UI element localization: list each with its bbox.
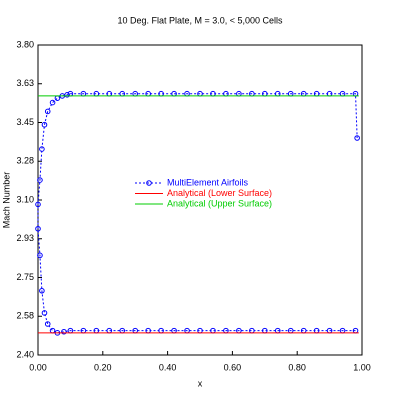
y-tick-label: 3.63 bbox=[16, 78, 34, 88]
y-tick-label: 3.28 bbox=[16, 156, 34, 166]
marker bbox=[37, 177, 43, 183]
marker bbox=[54, 95, 61, 101]
y-tick-label: 2.93 bbox=[16, 233, 34, 243]
marker bbox=[41, 310, 48, 316]
y-tick-label: 2.40 bbox=[16, 349, 34, 359]
y-tick-label: 2.58 bbox=[16, 311, 34, 321]
y-tick-label: 3.80 bbox=[16, 39, 34, 49]
chart-title: 10 Deg. Flat Plate, M = 3.0, < 5,000 Cel… bbox=[117, 15, 283, 25]
x-tick-label: 0.60 bbox=[224, 362, 242, 372]
marker bbox=[64, 92, 70, 98]
marker bbox=[61, 328, 67, 335]
marker bbox=[41, 121, 48, 128]
marker bbox=[49, 327, 56, 334]
series-line bbox=[37, 93, 358, 334]
y-tick-label: 2.75 bbox=[16, 272, 34, 282]
legend-marker bbox=[146, 180, 152, 186]
marker bbox=[35, 225, 41, 232]
y-tick-label: 3.10 bbox=[16, 194, 34, 204]
marker bbox=[49, 99, 56, 106]
x-tick-label: 1.00 bbox=[353, 362, 371, 372]
y-tick-label: 3.45 bbox=[16, 117, 34, 127]
marker bbox=[44, 108, 51, 115]
marker bbox=[354, 135, 360, 141]
legend-label: MultiElement Airfoils bbox=[167, 177, 249, 187]
y-axis-label: Mach Number bbox=[1, 172, 11, 229]
x-tick-label: 0.00 bbox=[29, 362, 47, 372]
legend-label: Analytical (Lower Surface) bbox=[167, 188, 272, 198]
x-tick-label: 0.20 bbox=[94, 362, 112, 372]
marker bbox=[39, 287, 45, 294]
x-tick-label: 0.40 bbox=[159, 362, 177, 372]
marker bbox=[37, 252, 43, 259]
marker bbox=[35, 201, 41, 208]
marker bbox=[39, 146, 45, 152]
x-axis-label: x bbox=[198, 378, 203, 388]
legend-label: Analytical (Upper Surface) bbox=[167, 198, 272, 208]
marker bbox=[44, 321, 51, 327]
x-tick-label: 0.80 bbox=[288, 362, 306, 372]
